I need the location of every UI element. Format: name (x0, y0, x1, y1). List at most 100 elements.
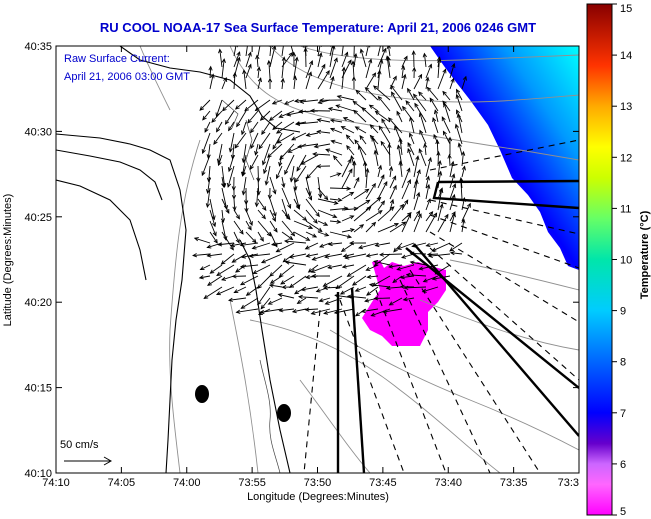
current-vector-head (259, 309, 265, 315)
current-vector (216, 121, 223, 132)
current-vector (290, 46, 295, 57)
current-vector (269, 110, 283, 121)
current-vector (353, 206, 371, 222)
current-vector (281, 46, 284, 57)
current-vector (270, 275, 283, 284)
current-vector (221, 187, 228, 210)
y-axis-label: Latitude (Degrees:Minutes) (2, 194, 14, 327)
current-vector-head (368, 104, 374, 109)
current-vector (426, 242, 439, 247)
current-vector-head (235, 268, 240, 273)
current-vector-head (380, 39, 383, 43)
current-vector (441, 116, 451, 134)
current-vector (209, 66, 212, 79)
current-vector (333, 155, 343, 167)
current-vector (413, 93, 427, 112)
current-vector-head (435, 139, 440, 145)
current-vector (341, 215, 354, 222)
current-vector-head (444, 213, 449, 219)
current-vector-head (272, 125, 278, 130)
current-vector-head (428, 63, 433, 69)
current-vector-head (396, 144, 401, 150)
current-vector (424, 143, 427, 156)
current-vector (305, 231, 317, 238)
current-vector (296, 121, 319, 125)
current-vector (341, 126, 355, 134)
current-vector (407, 148, 415, 167)
current-vector (232, 253, 247, 263)
current-vector-head (461, 150, 466, 156)
current-vector (388, 144, 391, 167)
current-vector-head (283, 100, 289, 105)
current-vector (461, 203, 471, 222)
current-vector (401, 212, 412, 222)
current-vector-head (221, 276, 226, 281)
current-vector-head (365, 167, 370, 173)
current-vector-head (359, 48, 364, 54)
current-vector (377, 223, 399, 233)
colorbar-label: Temperature (°C) (639, 210, 651, 299)
current-vector-head (371, 221, 377, 227)
current-vector (250, 121, 259, 133)
current-vector-head (318, 298, 324, 303)
current-vector (330, 128, 343, 134)
current-vector-head (284, 170, 289, 175)
current-vector (353, 110, 367, 123)
current-vector-head (291, 309, 297, 314)
current-vector-head (228, 126, 233, 132)
current-vector-head (437, 159, 442, 165)
current-vector (425, 211, 433, 222)
current-vector-head (418, 91, 423, 97)
annotation-line-1: Raw Surface Current: (64, 53, 170, 65)
current-vector (377, 165, 382, 178)
current-vector-head (226, 182, 232, 188)
current-vector-head (376, 196, 382, 202)
current-vector-head (309, 60, 314, 66)
current-vector-head (451, 212, 456, 218)
current-vector-head (352, 160, 357, 166)
current-vector-head (418, 112, 423, 118)
current-vector (413, 192, 420, 211)
current-vector (353, 188, 369, 200)
current-vector-head (259, 37, 262, 41)
current-vector (269, 176, 276, 194)
current-vector (437, 59, 440, 79)
current-vector-head (405, 100, 410, 106)
current-vector-head (261, 130, 266, 136)
current-vector-head (366, 206, 372, 211)
current-vector (218, 154, 223, 166)
current-vector-head (388, 117, 393, 122)
current-vector (245, 198, 248, 212)
current-vector-head (278, 308, 284, 313)
current-vector-head (371, 182, 376, 188)
current-vector-head (235, 309, 241, 314)
current-vector (232, 143, 235, 159)
x-tick-label: 74:05 (108, 477, 136, 489)
current-vector (389, 166, 392, 178)
current-vector-head (193, 237, 199, 242)
current-vector-head (353, 109, 358, 115)
current-vector (293, 231, 310, 241)
current-vector (359, 135, 367, 145)
current-vector-head (419, 129, 424, 135)
current-vector (409, 117, 415, 134)
current-vector-head (257, 77, 262, 83)
current-vector-head (324, 232, 330, 237)
current-vector (386, 286, 403, 289)
current-vector (213, 132, 223, 145)
current-vector (401, 213, 411, 233)
current-vector-head (267, 77, 273, 83)
current-vector (293, 187, 300, 209)
current-vector (360, 49, 367, 68)
current-vector (331, 140, 343, 145)
current-vector (369, 104, 379, 112)
current-vector-head (411, 50, 416, 55)
current-vector-head (305, 132, 311, 137)
colorbar-tick-label: 9 (620, 306, 626, 318)
current-vector-head (292, 75, 298, 81)
current-vector-head (349, 215, 355, 220)
current-vector-head (389, 198, 395, 204)
colorbar-tick-label: 5 (620, 506, 626, 518)
radar-dashed-rays (303, 139, 579, 473)
current-vector (355, 286, 367, 292)
